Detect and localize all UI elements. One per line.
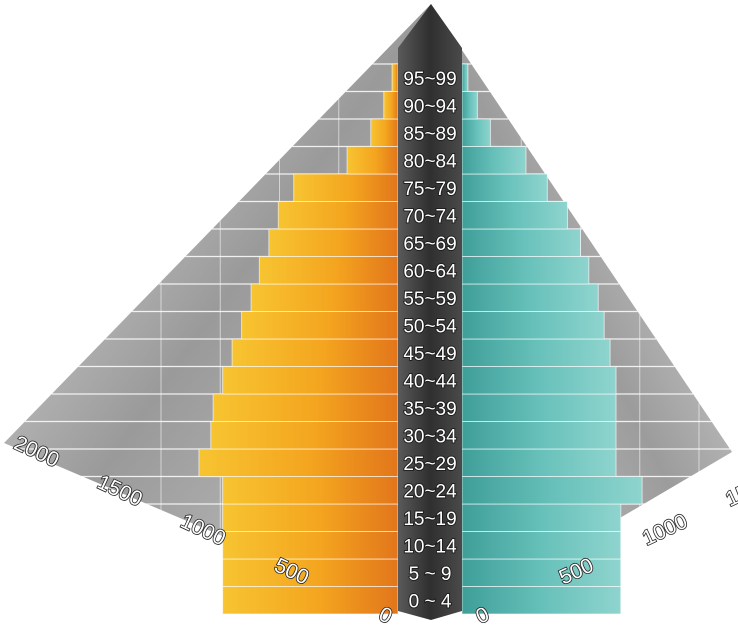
right-series-bars [461,63,643,615]
bar-right [461,311,605,340]
age-group-label: 55~59 [403,289,456,310]
age-group-label: 90~94 [403,96,457,117]
bar-left [198,448,399,477]
age-group-label: 50~54 [403,316,457,337]
bar-left [277,201,399,230]
bar-right [461,118,491,147]
bar-right [461,421,617,450]
bar-right [461,338,611,367]
bar-left [346,146,399,175]
bar-right [461,448,617,477]
bar-left [222,531,399,560]
age-group-label: 5 ~ 9 [409,564,452,585]
age-group-label: 60~64 [403,261,457,282]
bar-right [461,393,617,422]
age-group-label: 25~29 [403,454,456,475]
bar-right [461,283,599,312]
age-group-label: 0 ~ 4 [409,591,452,612]
age-group-label: 95~99 [403,69,456,90]
age-group-label: 80~84 [403,151,457,172]
age-axis-spine: 0 ~ 4 5 ~ 9 10~14 15~19 20~24 25~29 30~34 35~39… [398,4,462,620]
age-group-label: 35~39 [403,399,456,420]
age-group-label: 70~74 [403,206,457,227]
bar-left [222,366,399,395]
bar-right [461,558,622,587]
spine-body [398,4,462,620]
age-group-label: 20~24 [403,481,457,502]
bar-left [231,338,399,367]
bar-left [370,118,399,147]
bar-left [293,173,399,202]
bar-right [461,201,568,230]
bar-right [461,476,643,505]
bar-right [461,256,590,285]
bar-right [461,531,622,560]
bar-left [222,558,399,587]
bar-left [391,63,399,92]
bar-left [241,311,399,340]
age-group-label: 75~79 [403,179,456,200]
bar-left [383,91,399,120]
bar-right [461,228,581,257]
bar-right [461,503,622,532]
age-group-label: 30~34 [403,426,457,447]
bar-left [210,421,399,450]
age-group-label: 10~14 [403,536,457,557]
age-group-label: 45~49 [403,344,456,365]
bar-right [461,173,548,202]
age-group-label: 65~69 [403,234,456,255]
bar-right [461,91,478,120]
age-group-label: 85~89 [403,124,456,145]
bar-right [461,63,469,92]
bar-left [258,256,399,285]
bar-left [250,283,399,312]
bar-left [268,228,399,257]
bar-right [461,146,527,175]
bar-left [212,393,399,422]
age-group-label: 15~19 [403,509,456,530]
bar-left [222,586,399,615]
bar-left [222,503,399,532]
age-group-label: 40~44 [403,371,457,392]
bar-left [222,476,399,505]
bar-right [461,366,617,395]
right-tick-label: 1000 [639,510,691,551]
left-series-bars [198,63,399,615]
